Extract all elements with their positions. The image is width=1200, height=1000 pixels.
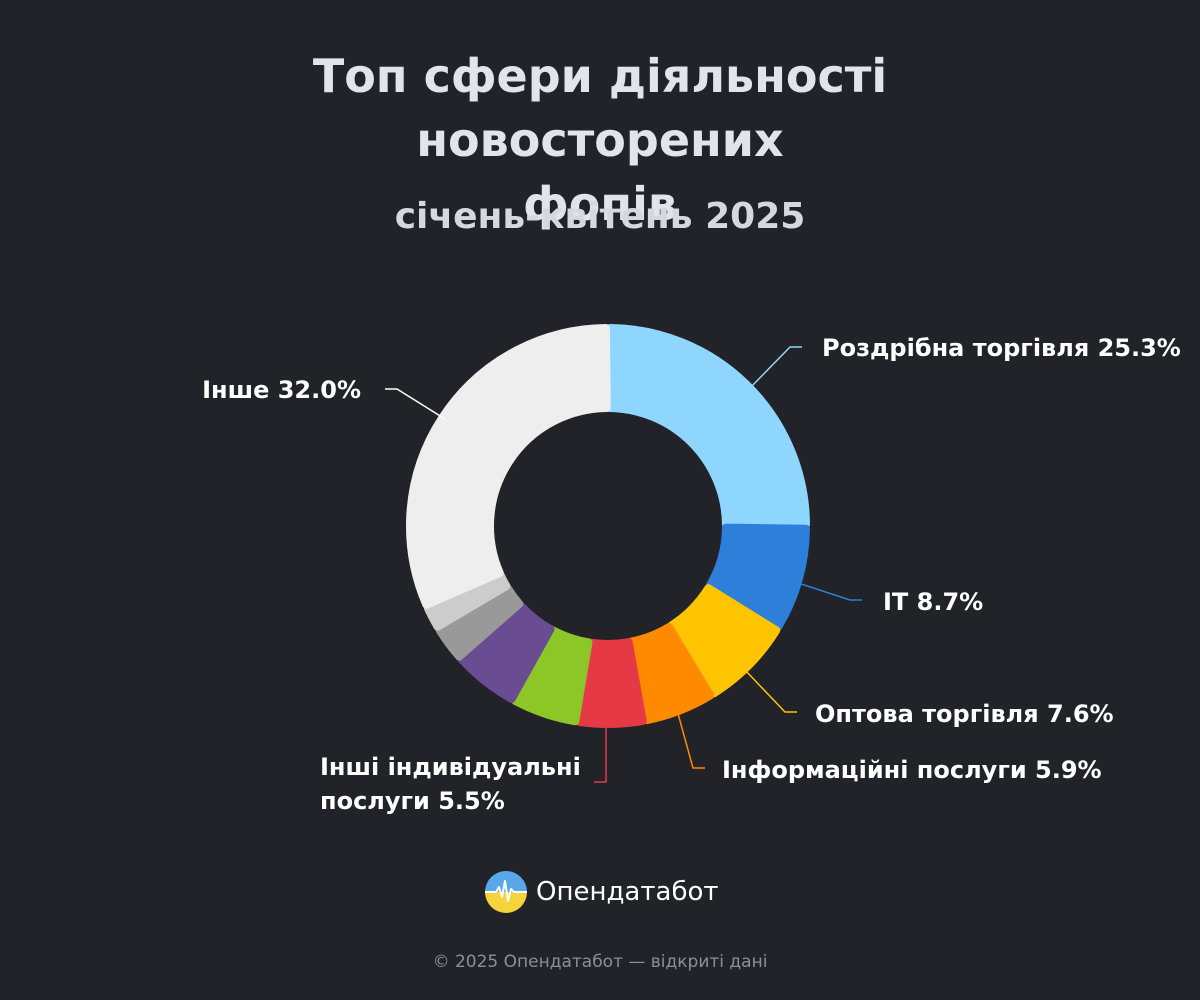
chart-title-line-2: фопів	[523, 177, 677, 231]
chart-subtitle: січень-квітень 2025	[394, 196, 806, 237]
brand: Опендатабот	[484, 870, 719, 914]
slice-label-line-4-1: послуги 5.5%	[320, 787, 505, 815]
slice-label-0: Роздрібна торгівля 25.3%	[822, 334, 1181, 362]
slice-label-2: Оптова торгівля 7.6%	[815, 700, 1114, 728]
slice-leader-line-9	[385, 388, 446, 420]
donut-slice-1	[705, 523, 810, 631]
slice-label-1: IT 8.7%	[883, 588, 983, 616]
chart-title: Топ сфери діяльності новосторених фопів	[150, 44, 1050, 236]
slice-label-line-4-0: Інші індивідуальні	[320, 753, 581, 781]
slice-leader-line-2	[744, 669, 797, 713]
slice-leader-line-0	[749, 346, 802, 389]
chart-title-line-1: Топ сфери діяльності новосторених	[312, 49, 888, 167]
brand-name: Опендатабот	[536, 877, 719, 907]
footer-copyright: © 2025 Опендатабот — відкриті дані	[432, 952, 768, 972]
slice-leader-line-3	[676, 709, 705, 769]
slice-label-9: Інше 32.0%	[202, 376, 361, 404]
donut-slice-0	[605, 324, 810, 530]
opendatabot-logo-icon	[485, 871, 527, 913]
slice-leader-line-4	[594, 718, 607, 783]
slice-label-3: Інформаційні послуги 5.9%	[722, 756, 1102, 784]
donut-slice-9	[406, 324, 611, 609]
slice-label-4: Інші індивідуальні послуги 5.5%	[320, 753, 581, 815]
slice-leader-line-1	[794, 581, 862, 601]
